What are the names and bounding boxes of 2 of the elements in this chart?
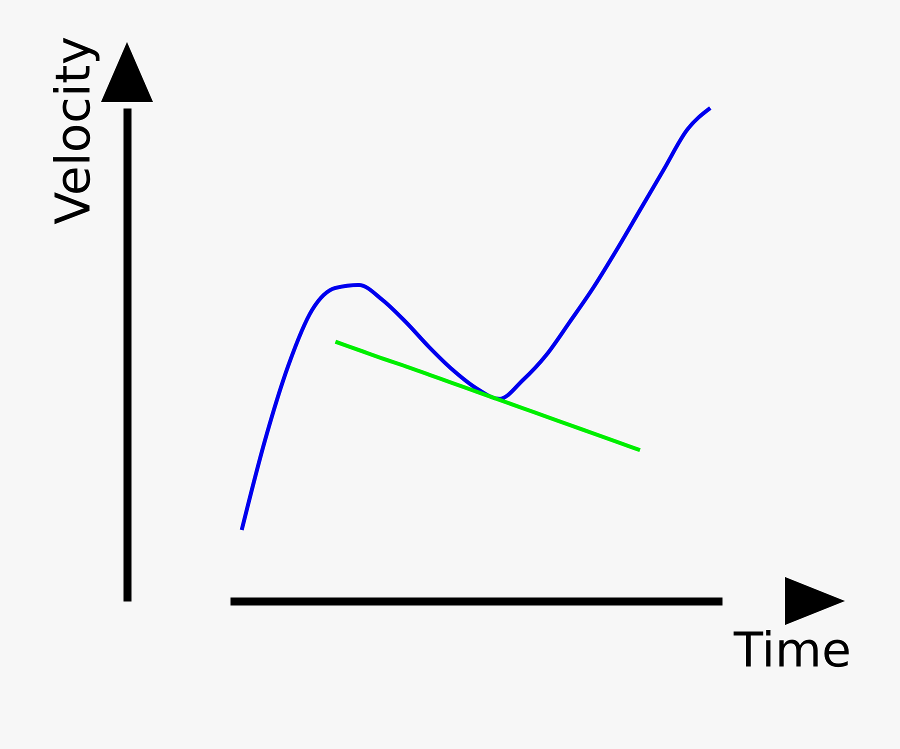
x-axis-title: Time: [732, 622, 852, 678]
y-axis-title: Velocity: [46, 36, 102, 225]
